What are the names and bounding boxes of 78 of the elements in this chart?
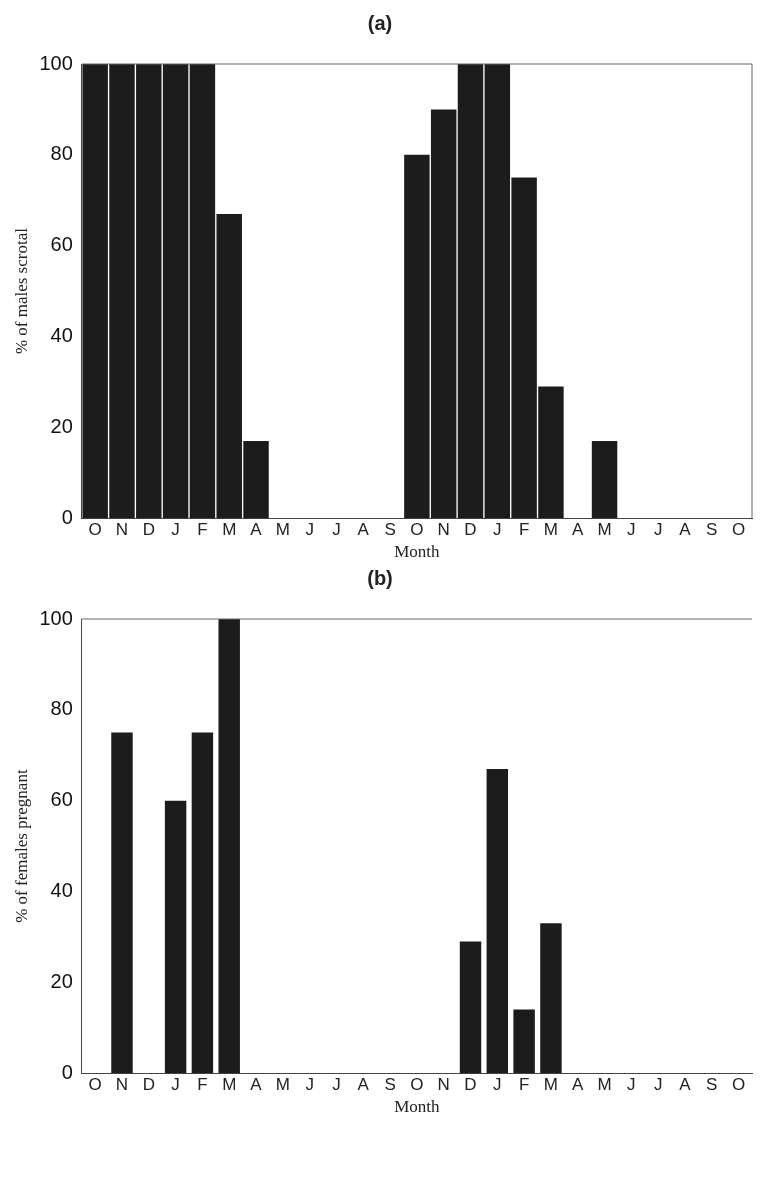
x-tick-label: M	[543, 1075, 559, 1095]
x-tick-label: O	[731, 1075, 746, 1095]
y-tick-label: 0	[61, 1060, 73, 1083]
x-tick-label: M	[275, 520, 290, 540]
x-tick-label: J	[305, 1075, 314, 1095]
x-axis-title: Month	[394, 1097, 441, 1117]
bar	[486, 768, 509, 1074]
x-tick-label: O	[410, 1075, 424, 1095]
x-tick-label: J	[493, 1075, 502, 1095]
x-tick-label: N	[115, 520, 129, 540]
x-tick-label: A	[357, 520, 370, 540]
x-tick-label: N	[115, 1075, 129, 1095]
x-tick-label: A	[250, 520, 263, 540]
x-tick-label: J	[171, 1075, 180, 1095]
bar	[164, 800, 187, 1074]
x-tick-label: O	[731, 520, 746, 540]
x-tick-label: F	[518, 1075, 530, 1095]
chart-title: (a)	[367, 11, 393, 34]
x-tick-label: S	[384, 520, 396, 540]
y-tick-label: 100	[39, 51, 73, 74]
bar	[513, 1009, 535, 1074]
y-axis-title: % of males scrotal	[11, 227, 31, 355]
x-tick-label: O	[88, 1075, 102, 1095]
x-tick-label: A	[357, 1075, 370, 1095]
x-tick-label: M	[222, 1075, 237, 1095]
x-tick-label: A	[679, 520, 692, 540]
y-tick-label: 60	[50, 233, 73, 256]
x-tick-label: F	[197, 1075, 208, 1095]
y-tick-label: 0	[61, 505, 73, 528]
x-tick-label: J	[493, 520, 502, 540]
y-tick-label: 40	[50, 324, 73, 347]
x-tick-label: M	[543, 520, 559, 540]
x-tick-label: D	[142, 1075, 155, 1095]
bar	[191, 732, 214, 1074]
x-tick-label: O	[410, 520, 424, 540]
x-tick-label: D	[464, 1075, 477, 1095]
x-tick-label: J	[653, 520, 663, 540]
x-tick-label: M	[222, 520, 237, 540]
x-tick-label: S	[706, 520, 718, 540]
x-tick-label: J	[627, 520, 636, 540]
x-tick-label: N	[437, 520, 450, 540]
x-tick-label: M	[275, 1075, 290, 1095]
x-tick-label: J	[332, 1075, 341, 1095]
x-tick-label: A	[572, 1075, 585, 1095]
y-axis-title: % of females pregnant	[11, 769, 31, 923]
y-tick-label: 20	[50, 969, 73, 992]
bar	[540, 923, 562, 1074]
x-tick-label: S	[706, 1075, 718, 1095]
bar	[459, 941, 482, 1074]
x-axis-title: Month	[394, 542, 441, 562]
x-tick-label: J	[171, 520, 180, 540]
x-tick-label: J	[653, 1075, 663, 1095]
x-tick-label: J	[305, 520, 314, 540]
x-tick-label: N	[437, 1075, 450, 1095]
x-tick-label: A	[679, 1075, 692, 1095]
x-tick-label: D	[142, 520, 155, 540]
y-tick-label: 80	[50, 142, 73, 165]
bar	[591, 440, 618, 519]
bar	[111, 732, 133, 1074]
chart-title: (b)	[367, 566, 393, 589]
x-tick-label: M	[597, 520, 612, 540]
x-tick-label: F	[518, 520, 530, 540]
y-tick-label: 20	[50, 414, 73, 437]
y-tick-label: 80	[50, 697, 73, 720]
x-tick-label: O	[88, 520, 102, 540]
bar	[457, 64, 484, 519]
bar	[218, 619, 240, 1074]
y-tick-label: 40	[50, 879, 73, 902]
y-tick-label: 60	[50, 788, 73, 811]
x-tick-label: M	[597, 1075, 612, 1095]
x-tick-label: S	[384, 1075, 396, 1095]
x-tick-label: A	[572, 520, 585, 540]
x-tick-label: J	[332, 520, 341, 540]
y-tick-label: 100	[39, 606, 73, 629]
x-tick-label: A	[250, 1075, 263, 1095]
x-tick-label: F	[197, 520, 208, 540]
x-tick-label: J	[627, 1075, 636, 1095]
x-tick-label: D	[464, 520, 477, 540]
